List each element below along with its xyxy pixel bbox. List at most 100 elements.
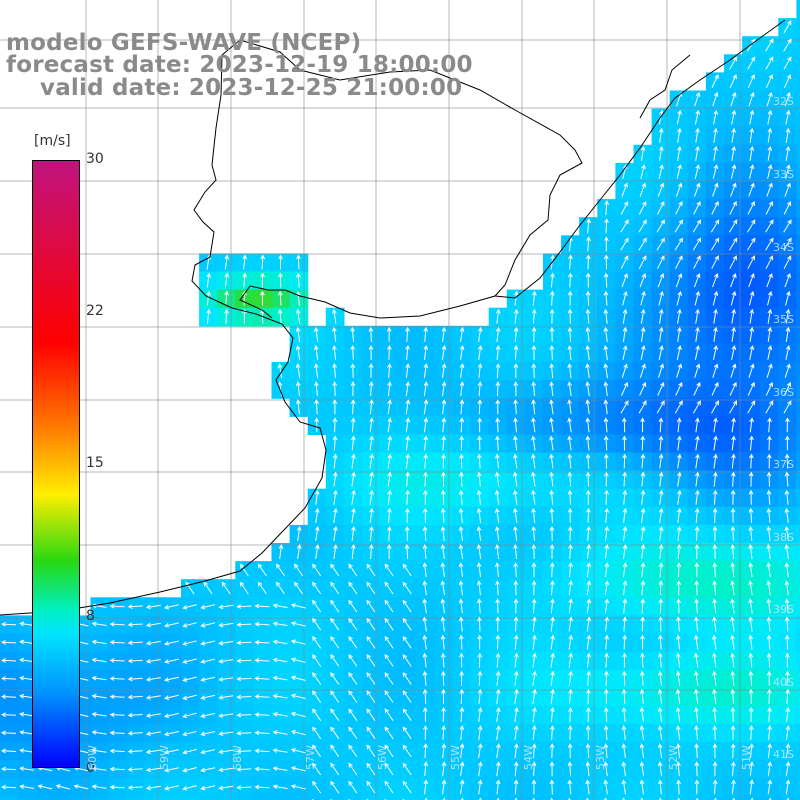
wind-arrow [531,598,537,614]
wind-speed-cell [651,796,671,800]
wind-arrow [127,712,143,718]
wind-arrow [513,363,519,379]
wind-arrow [19,712,35,717]
wind-arrow [330,780,340,794]
wind-arrow [295,344,301,360]
wind-arrow [603,272,609,288]
wind-arrow [402,726,412,740]
wind-arrow [422,507,428,523]
wind-arrow [694,91,701,107]
wind-arrow [658,616,663,632]
wind-arrow [127,730,143,736]
wind-arrow [531,326,537,342]
wind-arrow [441,453,446,469]
wind-arrow [272,675,288,681]
wind-arrow [459,399,465,415]
wind-arrow [549,471,554,487]
wind-arrow [330,726,340,740]
wind-arrow [639,743,645,759]
wind-arrow [550,272,555,288]
wind-arrow [236,785,252,790]
wind-speed-cell [796,144,800,164]
wind-arrow [677,127,682,143]
wind-arrow [694,779,700,795]
wind-arrow [218,677,234,682]
wind-arrow [640,453,646,469]
wind-arrow [640,308,646,324]
wind-arrow [694,688,699,704]
wind-arrow [514,706,519,722]
wind-speed-cell [796,253,800,273]
wind-arrow [640,652,645,668]
wind-arrow [676,779,681,795]
wind-arrow [254,766,270,772]
wind-arrow [549,489,555,505]
wind-speed-cell [796,579,800,598]
wind-arrow [639,381,647,396]
wind-arrow [423,761,429,777]
colorbar [32,160,80,768]
wind-arrow [585,308,591,324]
wind-arrow [348,599,358,613]
wind-arrow [767,779,773,795]
wind-arrow [369,471,374,487]
wind-arrow [127,694,143,700]
wind-arrow [312,617,322,631]
wind-arrow [784,598,790,614]
wind-arrow [441,471,446,487]
wind-arrow [712,471,718,487]
wind-arrow [730,164,737,179]
wind-arrow [384,672,394,685]
wind-arrow [712,507,718,523]
wind-arrow [476,580,482,596]
wind-speed-cell [796,778,800,797]
wind-arrow [477,417,483,433]
wind-arrow [694,725,699,741]
wind-arrow [513,580,519,596]
wind-arrow [387,453,393,469]
wind-arrow [604,634,610,650]
wind-arrow [330,672,340,685]
wind-arrow [200,676,216,682]
wind-arrow [514,725,519,741]
wind-arrow [676,761,681,777]
wind-arrow [749,345,755,360]
wind-arrow [272,657,288,663]
wind-arrow [495,779,501,795]
wind-arrow [402,690,412,703]
wind-arrow [674,219,683,233]
wind-arrow [783,56,792,70]
wind-arrow [712,743,718,759]
wind-arrow [675,182,683,197]
wind-arrow [767,326,773,342]
wind-arrow [109,676,125,681]
wind-arrow [477,779,483,795]
wind-arrow [384,708,394,721]
wind-arrow [765,219,774,233]
wind-arrow [586,507,591,523]
wind-arrow [272,621,288,627]
wind-arrow [476,507,482,523]
wind-arrow [585,344,591,360]
wind-arrow [109,603,125,609]
wind-arrow [675,670,681,686]
wind-arrow [585,290,591,306]
wind-arrow [784,525,790,541]
wind-arrow [109,694,125,700]
wind-arrow [387,399,392,415]
wind-arrow [330,581,340,595]
wind-arrow [766,525,772,541]
wind-arrow [748,471,754,487]
wind-speed-cell [796,524,800,544]
wind-arrow [621,273,628,288]
wind-speed-cell [362,796,381,800]
colorbar-unit: [m/s] [34,133,71,149]
wind-arrow [767,164,773,179]
wind-arrow [514,670,519,686]
wind-arrow [603,779,609,795]
wind-arrow [567,489,573,505]
wind-arrow [712,688,717,704]
wind-arrow [712,670,717,686]
wind-arrow [567,290,573,306]
wind-speed-cell [597,796,616,800]
